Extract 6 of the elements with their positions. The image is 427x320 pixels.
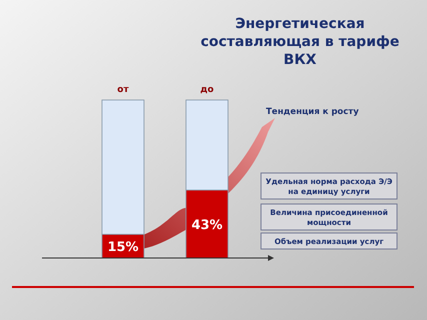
data-label: 15% xyxy=(107,240,139,256)
annotation: Тенденция к росту xyxy=(266,107,360,117)
text: Энергетическая составляющая в тарифе ВКХ xyxy=(200,16,400,68)
data-label: 43% xyxy=(191,218,223,234)
x-tick-label: от xyxy=(117,85,130,95)
x-tick-label: до xyxy=(200,85,214,95)
